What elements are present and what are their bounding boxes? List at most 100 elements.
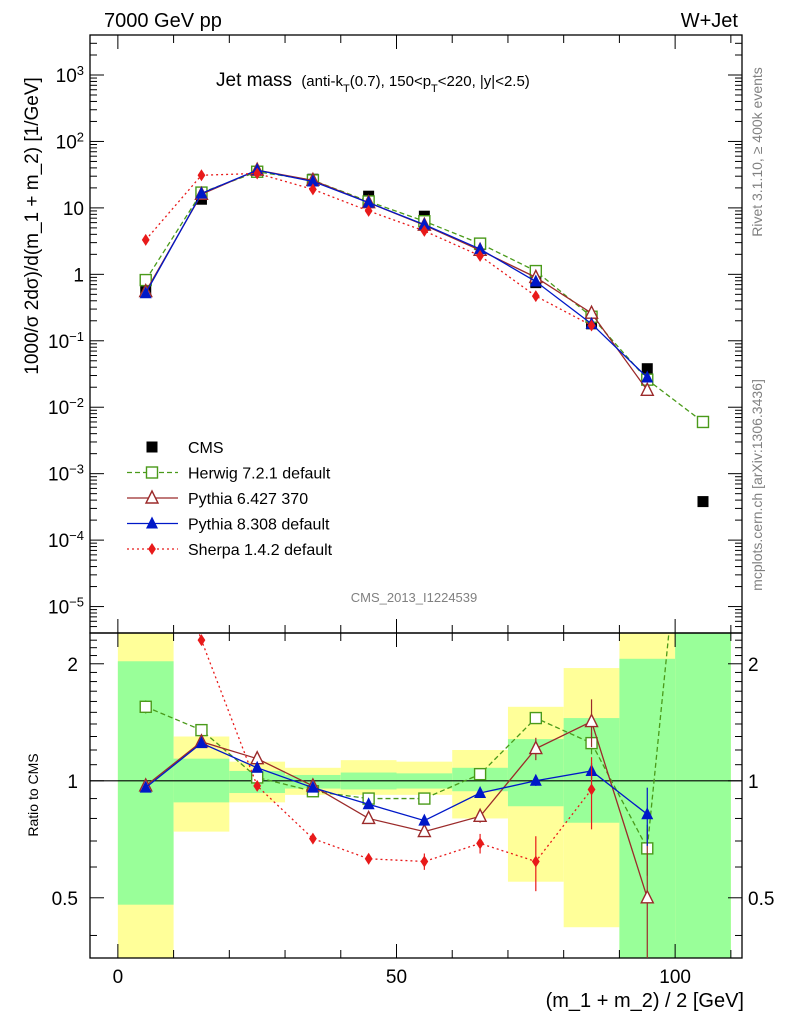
y-tick-label: 10−5 — [48, 594, 84, 619]
series-point — [640, 381, 655, 396]
chart-title-main: Jet mass — [216, 70, 292, 91]
y-tick-label: 102 — [56, 129, 84, 154]
legend-label: Pythia 6.427 370 — [188, 491, 308, 508]
series-point — [139, 286, 152, 299]
ratio-line — [198, 633, 593, 863]
x-tick-label: 0 — [113, 967, 124, 988]
ratio-point — [587, 783, 596, 796]
series-point — [474, 242, 487, 255]
series-line — [145, 169, 648, 378]
legend-entry: Sherpa 1.4.2 default — [127, 542, 333, 559]
series-point — [362, 195, 375, 208]
series-pythia-8-308-default — [139, 163, 654, 383]
ratio-y-axis-label: Ratio to CMS — [25, 753, 41, 836]
series-point — [306, 174, 319, 187]
ratio-point — [584, 713, 599, 728]
cms-data-point — [641, 363, 653, 375]
series-herwig-7-2-1-default — [139, 165, 710, 429]
y-tick-label: 10−2 — [48, 395, 84, 420]
ratio-tick-label-right: 2 — [748, 655, 759, 676]
legend-entry: CMS — [146, 440, 224, 457]
ratio-pythia-6-427-370 — [138, 699, 655, 958]
ratio-line — [145, 720, 648, 898]
legend-entry: Pythia 6.427 370 — [127, 489, 308, 508]
series-point — [418, 217, 431, 230]
chart-title: Jet mass (anti-kT(0.7), 150<pT<220, |y|<… — [216, 70, 530, 95]
ratio-point — [197, 634, 206, 647]
y-tick-label: 103 — [56, 63, 84, 88]
y-tick-label: 1 — [73, 265, 84, 286]
ratio-point — [306, 780, 319, 793]
header-left: 7000 GeV pp — [104, 10, 222, 32]
mcplots-label: mcplots.cern.ch [arXiv:1306.3436] — [749, 379, 765, 591]
ratio-point — [529, 773, 542, 786]
y-tick-label: 10 — [63, 199, 84, 220]
series-point — [529, 274, 542, 287]
y-axis-label: 1000/σ 2dσ)/d(m_1 + m_2) [1/GeV] — [22, 77, 43, 375]
series-point — [587, 319, 596, 332]
ratio-point — [472, 807, 488, 823]
ratio-point — [417, 823, 432, 838]
axis-ticks: 0 50 100 10−5 10−4 10−3 10−2 10−1 1 10 102 103 0.5 0.… — [48, 34, 774, 988]
x-tick-label: 100 — [659, 967, 691, 988]
series-point — [476, 249, 484, 262]
ratio-tick-label-left: 2 — [67, 655, 78, 676]
series-pythia-6-427-370 — [138, 161, 655, 396]
series-point — [309, 183, 317, 196]
series-point — [696, 415, 710, 429]
ratio-line — [145, 742, 648, 822]
ratio-point — [531, 855, 540, 868]
ratio-point — [529, 711, 543, 725]
ratio-point — [362, 797, 375, 810]
ratio-point — [420, 855, 429, 868]
ratio-point — [195, 736, 208, 749]
legend-label: Pythia 8.308 default — [188, 517, 330, 534]
ratio-sherpa-1-4-2-default — [197, 633, 596, 892]
ratio-point — [309, 832, 317, 845]
ratio-point — [364, 852, 373, 865]
ratio-frame — [89, 632, 743, 959]
legend: CMS Herwig 7.2.1 default Pythia 6.427 370 P… — [127, 440, 333, 559]
ratio-tick-label-right: 0.5 — [748, 889, 774, 910]
x-axis-label: (m_1 + m_2) / 2 [GeV] — [546, 990, 744, 1012]
series-point — [364, 204, 373, 217]
series-sherpa-1-4-2-default — [141, 167, 596, 332]
ratio-point — [418, 792, 431, 805]
legend-label: CMS — [188, 440, 224, 457]
series-point — [420, 224, 429, 237]
ratio-point — [253, 779, 262, 792]
ratio-point — [418, 813, 431, 826]
legend-label: Herwig 7.2.1 default — [188, 466, 331, 483]
series-point — [641, 370, 654, 383]
ratio-point — [476, 837, 484, 850]
ratio-point — [361, 809, 376, 825]
y-tick-label: 10−3 — [48, 461, 84, 486]
series-line — [145, 169, 648, 391]
analysis-id: CMS_2013_I1224539 — [351, 590, 478, 605]
ratio-point — [139, 780, 152, 793]
plot-frames — [89, 34, 743, 959]
green-band-bin — [675, 633, 731, 958]
ratio-point — [251, 760, 264, 773]
chart-title-sub: (anti-kT(0.7), 150<pT<220, |y|<2.5) — [301, 73, 530, 95]
series-point — [141, 233, 150, 246]
ratio-point — [139, 700, 152, 714]
uncertainty-bands — [117, 633, 731, 958]
rivet-label: Rivet 3.1.10, ≥ 400k events — [749, 67, 765, 237]
header-right: W+Jet — [681, 10, 739, 32]
series-point — [531, 290, 540, 303]
y-tick-label: 10−1 — [48, 328, 84, 353]
ratio-tick-label-right: 1 — [748, 772, 759, 793]
ratio-tick-label-left: 0.5 — [52, 889, 78, 910]
x-tick-label: 50 — [386, 967, 407, 988]
ratio-point — [640, 889, 655, 904]
cms-data-point — [697, 496, 709, 508]
series-layer — [138, 161, 710, 958]
series-line — [145, 171, 704, 423]
ratio-pythia-8-308-default — [139, 736, 654, 846]
legend-entry: Pythia 8.308 default — [127, 516, 330, 534]
ratio-point — [473, 767, 487, 781]
ratio-point — [528, 740, 543, 755]
series-point — [253, 167, 262, 180]
